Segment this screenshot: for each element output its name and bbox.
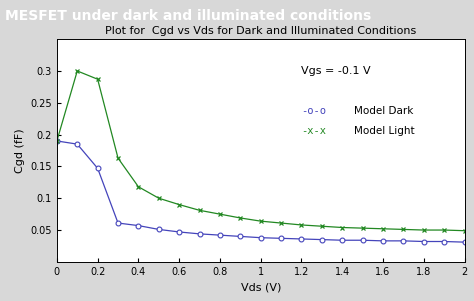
Title: Plot for  Cgd vs Vds for Dark and Illuminated Conditions: Plot for Cgd vs Vds for Dark and Illumin… [105, 26, 416, 36]
X-axis label: Vds (V): Vds (V) [240, 282, 281, 292]
Text: Model Light: Model Light [355, 126, 415, 136]
Text: -o-o: -o-o [301, 106, 327, 116]
Text: MESFET under dark and illuminated conditions: MESFET under dark and illuminated condit… [5, 9, 371, 23]
Text: Vgs = -0.1 V: Vgs = -0.1 V [301, 66, 371, 76]
Text: Model Dark: Model Dark [355, 106, 414, 116]
Text: -x-x: -x-x [301, 126, 327, 136]
Y-axis label: Cgd (fF): Cgd (fF) [15, 128, 25, 173]
